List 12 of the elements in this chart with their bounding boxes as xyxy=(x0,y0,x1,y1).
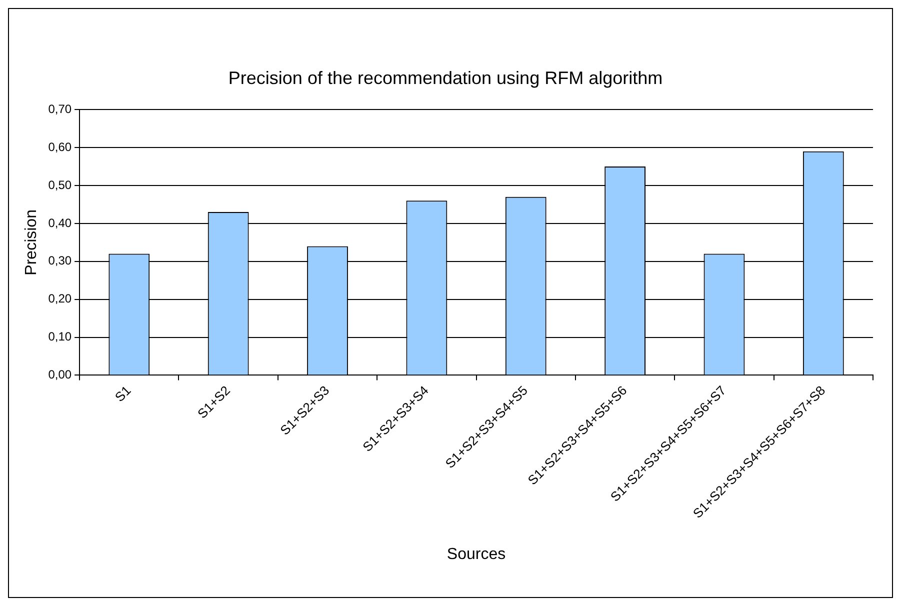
x-axis-title: Sources xyxy=(446,546,506,563)
y-axis-title: Precision xyxy=(23,210,40,276)
y-tick-label: 0,30 xyxy=(48,254,72,268)
y-tick-label: 0,40 xyxy=(48,216,72,230)
y-tick-label: 0,70 xyxy=(48,102,72,116)
y-tick-label: 0,00 xyxy=(48,368,72,382)
x-tick-label: S1 xyxy=(112,382,134,405)
chart-title: Precision of the recommendation using RFM algorithm xyxy=(228,68,663,88)
y-tick-label: 0,10 xyxy=(48,330,72,344)
y-tick-label: 0,50 xyxy=(48,178,72,192)
y-tick-label: 0,60 xyxy=(48,140,72,154)
y-tick-label: 0,20 xyxy=(48,292,72,306)
